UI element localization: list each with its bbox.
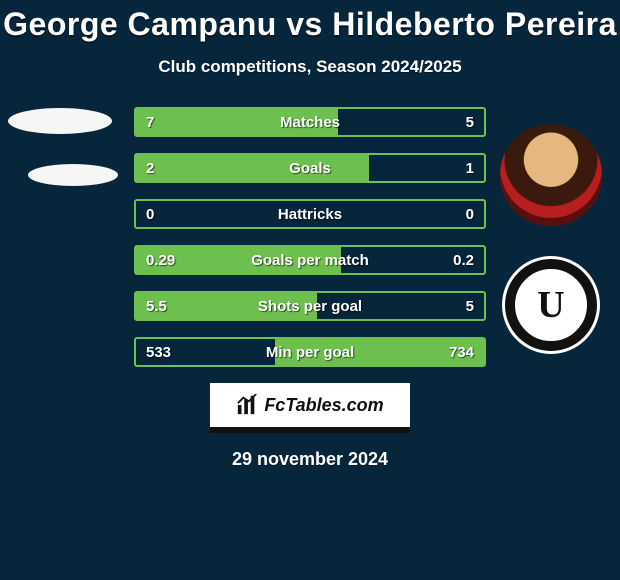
subtitle: Club competitions, Season 2024/2025 xyxy=(0,57,620,77)
club-logo: U xyxy=(502,256,600,354)
player-left-avatar xyxy=(8,108,118,186)
avatar-placeholder-shape xyxy=(28,164,118,186)
club-logo-letter: U xyxy=(537,283,564,327)
stat-label: Matches xyxy=(136,109,484,135)
stat-label: Goals xyxy=(136,155,484,181)
stat-row: 0.290.2Goals per match xyxy=(134,245,486,275)
stat-row: 533734Min per goal xyxy=(134,337,486,367)
club-logo-ring: U xyxy=(505,259,597,351)
page-title: George Campanu vs Hildeberto Pereira xyxy=(0,0,620,43)
stat-label: Min per goal xyxy=(136,339,484,365)
stat-label: Shots per goal xyxy=(136,293,484,319)
player-right-avatar xyxy=(500,124,602,226)
stat-row: 21Goals xyxy=(134,153,486,183)
stat-row: 75Matches xyxy=(134,107,486,137)
stat-label: Goals per match xyxy=(136,247,484,273)
source-badge: FcTables.com xyxy=(210,383,410,433)
source-badge-text: FcTables.com xyxy=(264,395,383,416)
stats-icon xyxy=(236,394,258,416)
date-label: 29 november 2024 xyxy=(0,449,620,470)
stat-label: Hattricks xyxy=(136,201,484,227)
stat-row: 5.55Shots per goal xyxy=(134,291,486,321)
avatar-placeholder-shape xyxy=(8,108,112,134)
stat-row: 00Hattricks xyxy=(134,199,486,229)
